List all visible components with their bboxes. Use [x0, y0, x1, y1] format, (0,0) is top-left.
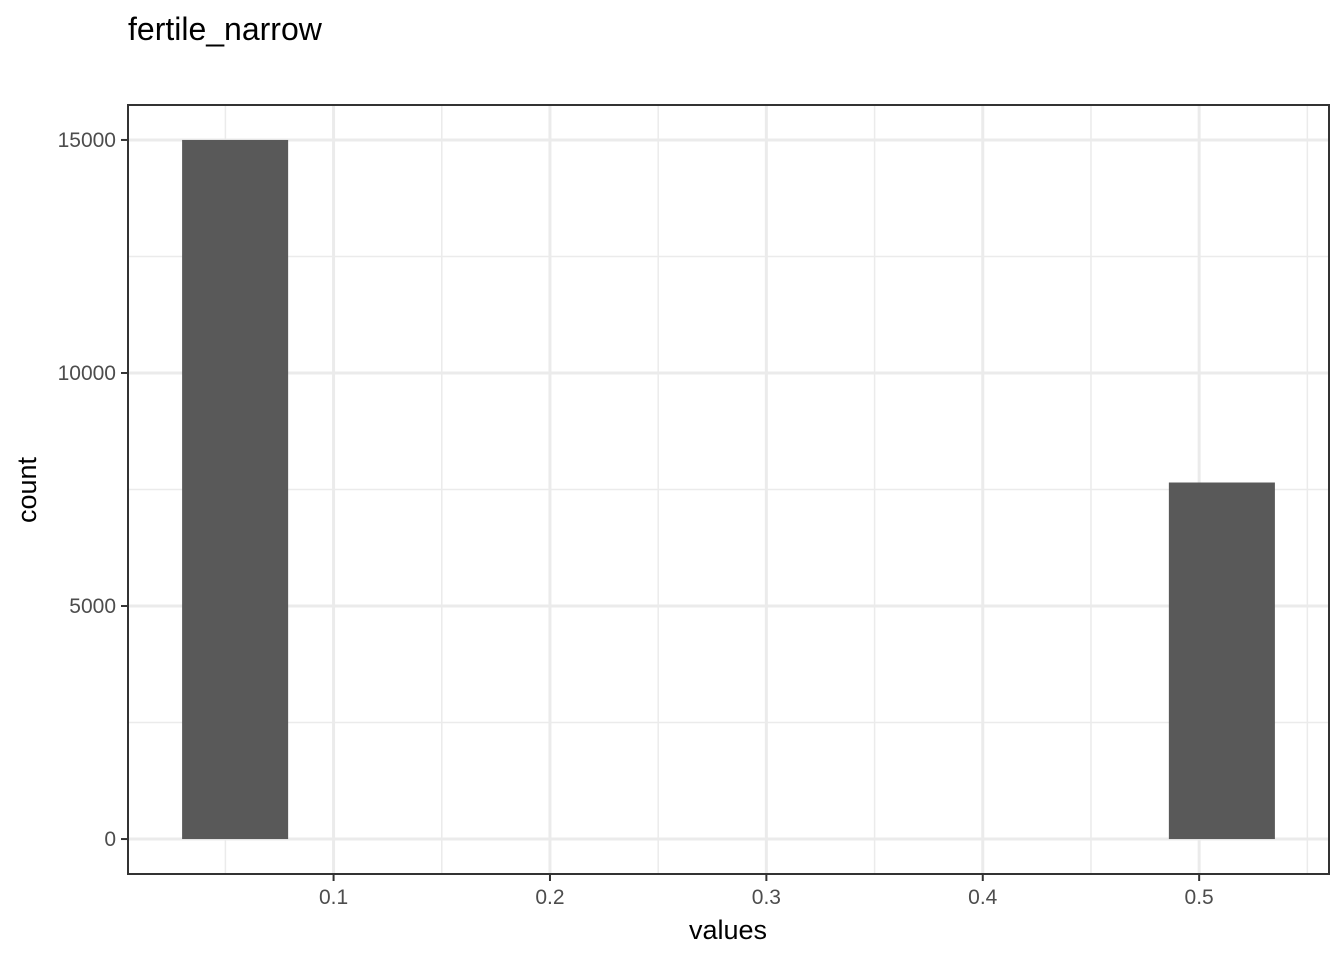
histogram-bar: [1168, 482, 1275, 840]
x-tick-label: 0.3: [752, 886, 781, 909]
chart-title: fertile_narrow: [128, 11, 323, 47]
x-tick-label: 0.2: [535, 886, 564, 909]
x-axis-title: values: [689, 915, 767, 945]
x-axis: 0.1 0.2 0.3 0.4 0.5: [319, 874, 1214, 909]
panel-border: [127, 104, 1330, 875]
y-tick-label: 10000: [58, 362, 116, 385]
y-tick-label: 0: [104, 828, 116, 851]
bars: [182, 139, 1275, 840]
y-axis-title: count: [12, 456, 42, 523]
x-tick-label: 0.4: [968, 886, 998, 909]
y-axis: 0 5000 10000 15000: [58, 129, 128, 851]
x-tick-label: 0.1: [319, 886, 348, 909]
histogram-bar: [182, 139, 289, 840]
x-tick-label: 0.5: [1185, 886, 1214, 909]
y-tick-label: 5000: [69, 595, 116, 618]
grid-minor: [128, 105, 1329, 874]
y-tick-label: 15000: [58, 129, 116, 152]
